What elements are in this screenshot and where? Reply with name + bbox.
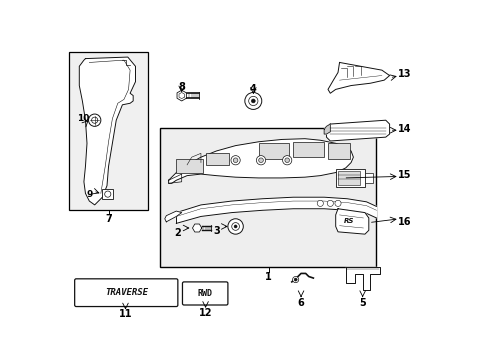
Bar — [68, 53, 147, 210]
Circle shape — [227, 219, 243, 234]
Circle shape — [285, 158, 289, 163]
Circle shape — [251, 99, 255, 103]
Circle shape — [233, 158, 238, 163]
Text: 15: 15 — [397, 170, 411, 180]
FancyBboxPatch shape — [182, 282, 227, 305]
Polygon shape — [192, 224, 202, 232]
Circle shape — [91, 117, 98, 123]
Text: 7: 7 — [105, 214, 112, 224]
Circle shape — [326, 200, 333, 206]
Text: TRAVERSE: TRAVERSE — [104, 288, 147, 297]
Circle shape — [88, 114, 101, 126]
Circle shape — [334, 200, 341, 206]
Circle shape — [317, 200, 323, 206]
Text: 11: 11 — [119, 309, 132, 319]
Circle shape — [234, 225, 237, 228]
Text: 9: 9 — [86, 190, 92, 199]
Circle shape — [293, 278, 297, 281]
Text: RS: RS — [344, 217, 354, 224]
Text: 8: 8 — [178, 82, 185, 92]
Text: 4: 4 — [249, 84, 256, 94]
Text: 10: 10 — [77, 114, 89, 123]
Circle shape — [292, 276, 298, 283]
Bar — [364, 173, 372, 183]
Text: 13: 13 — [397, 69, 411, 79]
Text: RWD: RWD — [197, 289, 212, 298]
Circle shape — [282, 156, 291, 165]
Circle shape — [248, 96, 257, 105]
Bar — [327, 143, 349, 159]
Circle shape — [104, 191, 111, 197]
Circle shape — [256, 156, 265, 165]
FancyBboxPatch shape — [75, 279, 178, 306]
Polygon shape — [326, 120, 389, 141]
Polygon shape — [177, 90, 186, 101]
Bar — [258, 143, 289, 159]
Circle shape — [230, 156, 240, 165]
Circle shape — [258, 158, 263, 163]
Bar — [335, 169, 364, 187]
Text: 6: 6 — [297, 298, 304, 308]
Polygon shape — [324, 124, 329, 134]
Text: 2: 2 — [174, 228, 181, 238]
Circle shape — [244, 93, 261, 109]
Text: 16: 16 — [397, 217, 411, 227]
Text: 5: 5 — [359, 298, 366, 308]
Text: 12: 12 — [199, 309, 212, 319]
Polygon shape — [79, 57, 135, 205]
Polygon shape — [345, 266, 380, 289]
Text: 3: 3 — [213, 226, 219, 236]
Bar — [160, 128, 375, 266]
Bar — [293, 142, 324, 157]
Bar — [102, 189, 113, 199]
Polygon shape — [176, 197, 376, 223]
Polygon shape — [164, 211, 182, 222]
Polygon shape — [335, 209, 368, 234]
Text: 1: 1 — [265, 271, 271, 282]
Bar — [337, 171, 359, 185]
Bar — [176, 159, 203, 172]
Bar — [206, 153, 229, 165]
Polygon shape — [327, 62, 389, 93]
Text: 14: 14 — [397, 124, 411, 134]
Circle shape — [231, 222, 239, 230]
Polygon shape — [168, 139, 353, 183]
